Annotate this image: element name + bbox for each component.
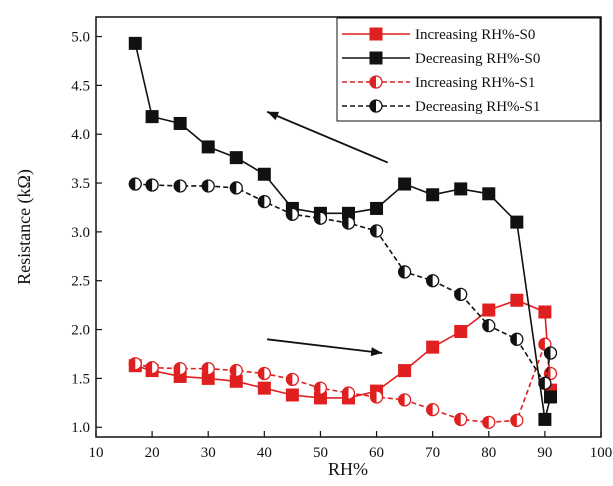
annotation-arrows [267,112,388,356]
legend-marker [370,28,382,40]
data-point [129,358,141,370]
data-point [371,225,383,237]
data-point [483,416,495,428]
x-tick-label: 80 [481,445,496,461]
legend-label: Increasing RH%-S0 [415,27,535,43]
data-point [258,368,270,380]
arrow-head [371,347,382,356]
data-point [511,414,523,426]
data-point [314,382,326,394]
legend-label: Increasing RH%-S1 [415,75,535,91]
data-point [427,189,439,201]
data-point [539,306,551,318]
series-2 [129,338,556,428]
series-line [135,344,550,422]
x-axis-label: RH% [328,459,368,479]
data-point [399,178,411,190]
data-point [371,202,383,214]
data-point [545,347,557,359]
legend-label: Decreasing RH%-S0 [415,51,540,67]
data-point [230,365,242,377]
y-tick-label: 2.5 [71,274,90,290]
arrow-line [267,339,382,353]
data-point [174,363,186,375]
y-tick-label: 2.0 [71,323,90,339]
data-point [539,413,551,425]
data-point [483,188,495,200]
legend-label: Decreasing RH%-S1 [415,99,540,115]
data-point [286,208,298,220]
x-tick-label: 20 [145,445,160,461]
data-point [146,111,158,123]
data-point [343,387,355,399]
data-point [146,179,158,191]
y-tick-label: 4.5 [71,78,90,94]
data-point [511,216,523,228]
data-point [286,373,298,385]
data-point [455,183,467,195]
data-point [427,341,439,353]
data-point [545,391,557,403]
legend-marker [370,76,382,88]
legend-marker [370,100,382,112]
data-point [146,362,158,374]
data-point [174,180,186,192]
y-tick-label: 4.0 [71,127,90,143]
x-tick-label: 50 [313,445,328,461]
data-point [314,212,326,224]
x-tick-label: 90 [537,445,552,461]
x-tick-label: 40 [257,445,272,461]
data-point [202,363,214,375]
x-tick-label: 60 [369,445,384,461]
arrow-head [267,112,279,120]
data-point [286,389,298,401]
data-point [202,180,214,192]
data-point [427,275,439,287]
data-point [483,304,495,316]
y-tick-label: 3.0 [71,225,90,241]
data-point [258,168,270,180]
data-point [455,326,467,338]
data-point [258,382,270,394]
data-point [399,365,411,377]
y-tick-label: 5.0 [71,30,90,46]
data-point [258,196,270,208]
x-tick-label: 10 [89,445,104,461]
y-tick-label: 1.0 [71,420,90,436]
y-axis-label: Resistance (kΩ) [14,169,35,285]
data-point [511,333,523,345]
data-point [230,182,242,194]
data-point [371,391,383,403]
data-point [399,394,411,406]
y-tick-label: 1.5 [71,371,90,387]
data-point [427,404,439,416]
x-tick-label: 70 [425,445,440,461]
data-point [129,178,141,190]
x-tick-label: 100 [590,445,613,461]
y-tick-label: 3.5 [71,176,90,192]
data-point [202,141,214,153]
data-point [399,266,411,278]
data-point [343,217,355,229]
data-point [230,152,242,164]
data-point [455,288,467,300]
data-point [511,294,523,306]
data-point [539,377,551,389]
data-point [483,320,495,332]
legend: Increasing RH%-S0 Decreasing RH%-S0 Increa… [337,18,600,121]
x-tick-label: 30 [201,445,216,461]
data-point [129,37,141,49]
data-point [174,117,186,129]
data-point [455,413,467,425]
legend-marker [370,52,382,64]
